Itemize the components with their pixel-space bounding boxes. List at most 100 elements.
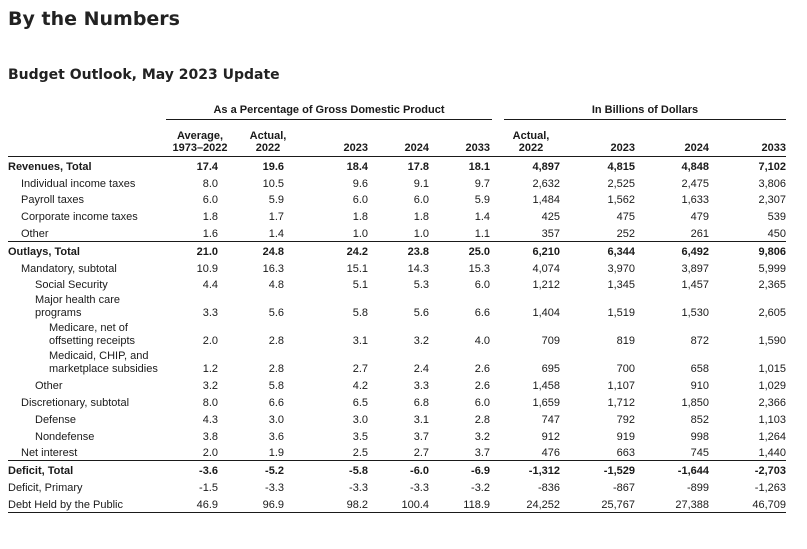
table-cell: 9.1 bbox=[413, 177, 429, 190]
table-cell: 658 bbox=[690, 363, 709, 376]
table-cell: -867 bbox=[612, 481, 635, 494]
row-label: Corporate income taxes bbox=[21, 211, 138, 224]
table-cell: 539 bbox=[767, 211, 786, 224]
row-label: Revenues, Total bbox=[8, 155, 166, 174]
col-header-2033: 2033 bbox=[429, 124, 490, 157]
row-label: Nondefense bbox=[35, 430, 95, 443]
table-cell: 9.6 bbox=[352, 177, 368, 190]
table-row: Individual income taxes 8.0 10.5 9.6 9.1 9.7 2… bbox=[8, 174, 786, 191]
table-cell: 46.9 bbox=[166, 494, 234, 513]
column-gap bbox=[490, 174, 502, 191]
table-cell: 1,659 bbox=[532, 396, 560, 409]
table-cell: -5.8 bbox=[302, 460, 368, 479]
column-gap bbox=[490, 124, 502, 157]
table-cell: 5.8 bbox=[268, 380, 284, 393]
table-cell: 3.3 bbox=[413, 380, 429, 393]
table-cell: 2.8 bbox=[268, 363, 284, 376]
table-cell: 1.8 bbox=[413, 211, 429, 224]
table-row: Corporate income taxes 1.8 1.7 1.8 1.8 1.4 425… bbox=[8, 207, 786, 224]
row-label: Individual income taxes bbox=[21, 177, 136, 190]
table-cell: 16.3 bbox=[262, 262, 284, 275]
table-cell: 3,806 bbox=[758, 177, 786, 190]
table-cell: 1,458 bbox=[532, 380, 560, 393]
table-cell: 2,307 bbox=[758, 194, 786, 207]
table-row: Net interest 2.0 1.9 2.5 2.7 3.7 476 663 745 1,44… bbox=[8, 444, 786, 461]
table-cell: 1.7 bbox=[268, 211, 284, 224]
table-row: Other 1.6 1.4 1.0 1.0 1.1 357 252 261 450 bbox=[8, 224, 786, 241]
table-cell: 2.8 bbox=[268, 335, 284, 348]
stub-header bbox=[8, 124, 166, 157]
table-cell: 6.0 bbox=[202, 194, 218, 207]
column-gap bbox=[490, 320, 502, 348]
table-cell: 2.6 bbox=[474, 380, 490, 393]
table-row: Medicaid, CHIP, and marketplace subsidie… bbox=[8, 348, 786, 376]
table-cell: 912 bbox=[541, 430, 560, 443]
row-label: Payroll taxes bbox=[21, 194, 84, 207]
table-cell: 1.0 bbox=[352, 227, 368, 240]
table-cell: 4.8 bbox=[268, 279, 284, 292]
row-label: Discretionary, subtotal bbox=[21, 396, 130, 409]
table-cell: 2.5 bbox=[352, 447, 368, 460]
table-cell: 5.1 bbox=[352, 279, 368, 292]
row-label: Medicare, net of offsetting receipts bbox=[49, 322, 136, 348]
table-row: Mandatory, subtotal 10.9 16.3 15.1 14.3 15.3 4… bbox=[8, 259, 786, 276]
table-cell: 479 bbox=[690, 211, 709, 224]
table-cell: 5.6 bbox=[268, 307, 284, 320]
table-row: Debt Held by the Public 46.9 96.9 98.2 100.4… bbox=[8, 494, 786, 513]
column-header-row: Average, 1973–2022 Actual, 2022 2023 2024 … bbox=[8, 124, 786, 157]
table-cell: 1,015 bbox=[758, 363, 786, 376]
table-cell: 15.1 bbox=[346, 262, 368, 275]
row-label: Other bbox=[35, 380, 63, 393]
table-row: Other 3.2 5.8 4.2 3.3 2.6 1,458 1,107 910 1,029 bbox=[8, 376, 786, 393]
group-header-billions: In Billions of Dollars bbox=[504, 104, 786, 120]
table-row: Outlays, Total 21.0 24.8 24.2 23.8 25.0 6,210 6… bbox=[8, 240, 786, 259]
table-cell: 46,709 bbox=[709, 494, 786, 513]
table-cell: 3.3 bbox=[202, 307, 218, 320]
table-row: Medicare, net of offsetting receipts 2.0 2… bbox=[8, 320, 786, 348]
table-cell: -6.9 bbox=[429, 460, 490, 479]
column-gap bbox=[490, 292, 502, 320]
table-cell: 9.7 bbox=[474, 177, 490, 190]
table-cell: 3.0 bbox=[268, 413, 284, 426]
table-cell: 1.1 bbox=[474, 227, 490, 240]
table-cell: 6.6 bbox=[474, 307, 490, 320]
row-label: Major health care programs bbox=[35, 294, 120, 320]
table-cell: 6.5 bbox=[352, 396, 368, 409]
column-gap bbox=[490, 494, 502, 513]
table-cell: -1,312 bbox=[502, 460, 560, 479]
table-cell: 2,475 bbox=[681, 177, 709, 190]
table-cell: 2.7 bbox=[413, 447, 429, 460]
table-cell: 24.8 bbox=[234, 240, 302, 259]
column-gap bbox=[490, 478, 502, 495]
table-cell: 745 bbox=[690, 447, 709, 460]
table-cell: 3.7 bbox=[413, 430, 429, 443]
table-cell: 1,562 bbox=[607, 194, 635, 207]
table-cell: 5.8 bbox=[352, 307, 368, 320]
table-cell: 24.2 bbox=[302, 240, 368, 259]
table-cell: 4,897 bbox=[502, 155, 560, 174]
table-cell: -836 bbox=[537, 481, 560, 494]
column-gap bbox=[490, 376, 502, 393]
row-label: Defense bbox=[35, 413, 76, 426]
table-cell: 910 bbox=[690, 380, 709, 393]
table-cell: 1,404 bbox=[532, 307, 560, 320]
table-cell: -6.0 bbox=[368, 460, 429, 479]
col-header-billions-2023: 2023 bbox=[560, 124, 635, 157]
column-gap bbox=[490, 240, 502, 259]
table-cell: 695 bbox=[541, 363, 560, 376]
table-cell: 10.9 bbox=[196, 262, 218, 275]
row-label: Net interest bbox=[21, 447, 78, 460]
table-cell: 1,530 bbox=[681, 307, 709, 320]
table-cell: 2.0 bbox=[202, 447, 218, 460]
table-cell: 1,712 bbox=[607, 396, 635, 409]
table-cell: 6.0 bbox=[474, 279, 490, 292]
table-cell: 2,365 bbox=[758, 279, 786, 292]
table-cell: 5.9 bbox=[474, 194, 490, 207]
table-cell: 6,210 bbox=[502, 240, 560, 259]
column-gap bbox=[490, 191, 502, 208]
table-cell: 5.3 bbox=[413, 279, 429, 292]
table-cell: 3.7 bbox=[474, 447, 490, 460]
table-cell: 3.5 bbox=[352, 430, 368, 443]
column-gap bbox=[490, 276, 502, 293]
table-cell: 5,999 bbox=[758, 262, 786, 275]
